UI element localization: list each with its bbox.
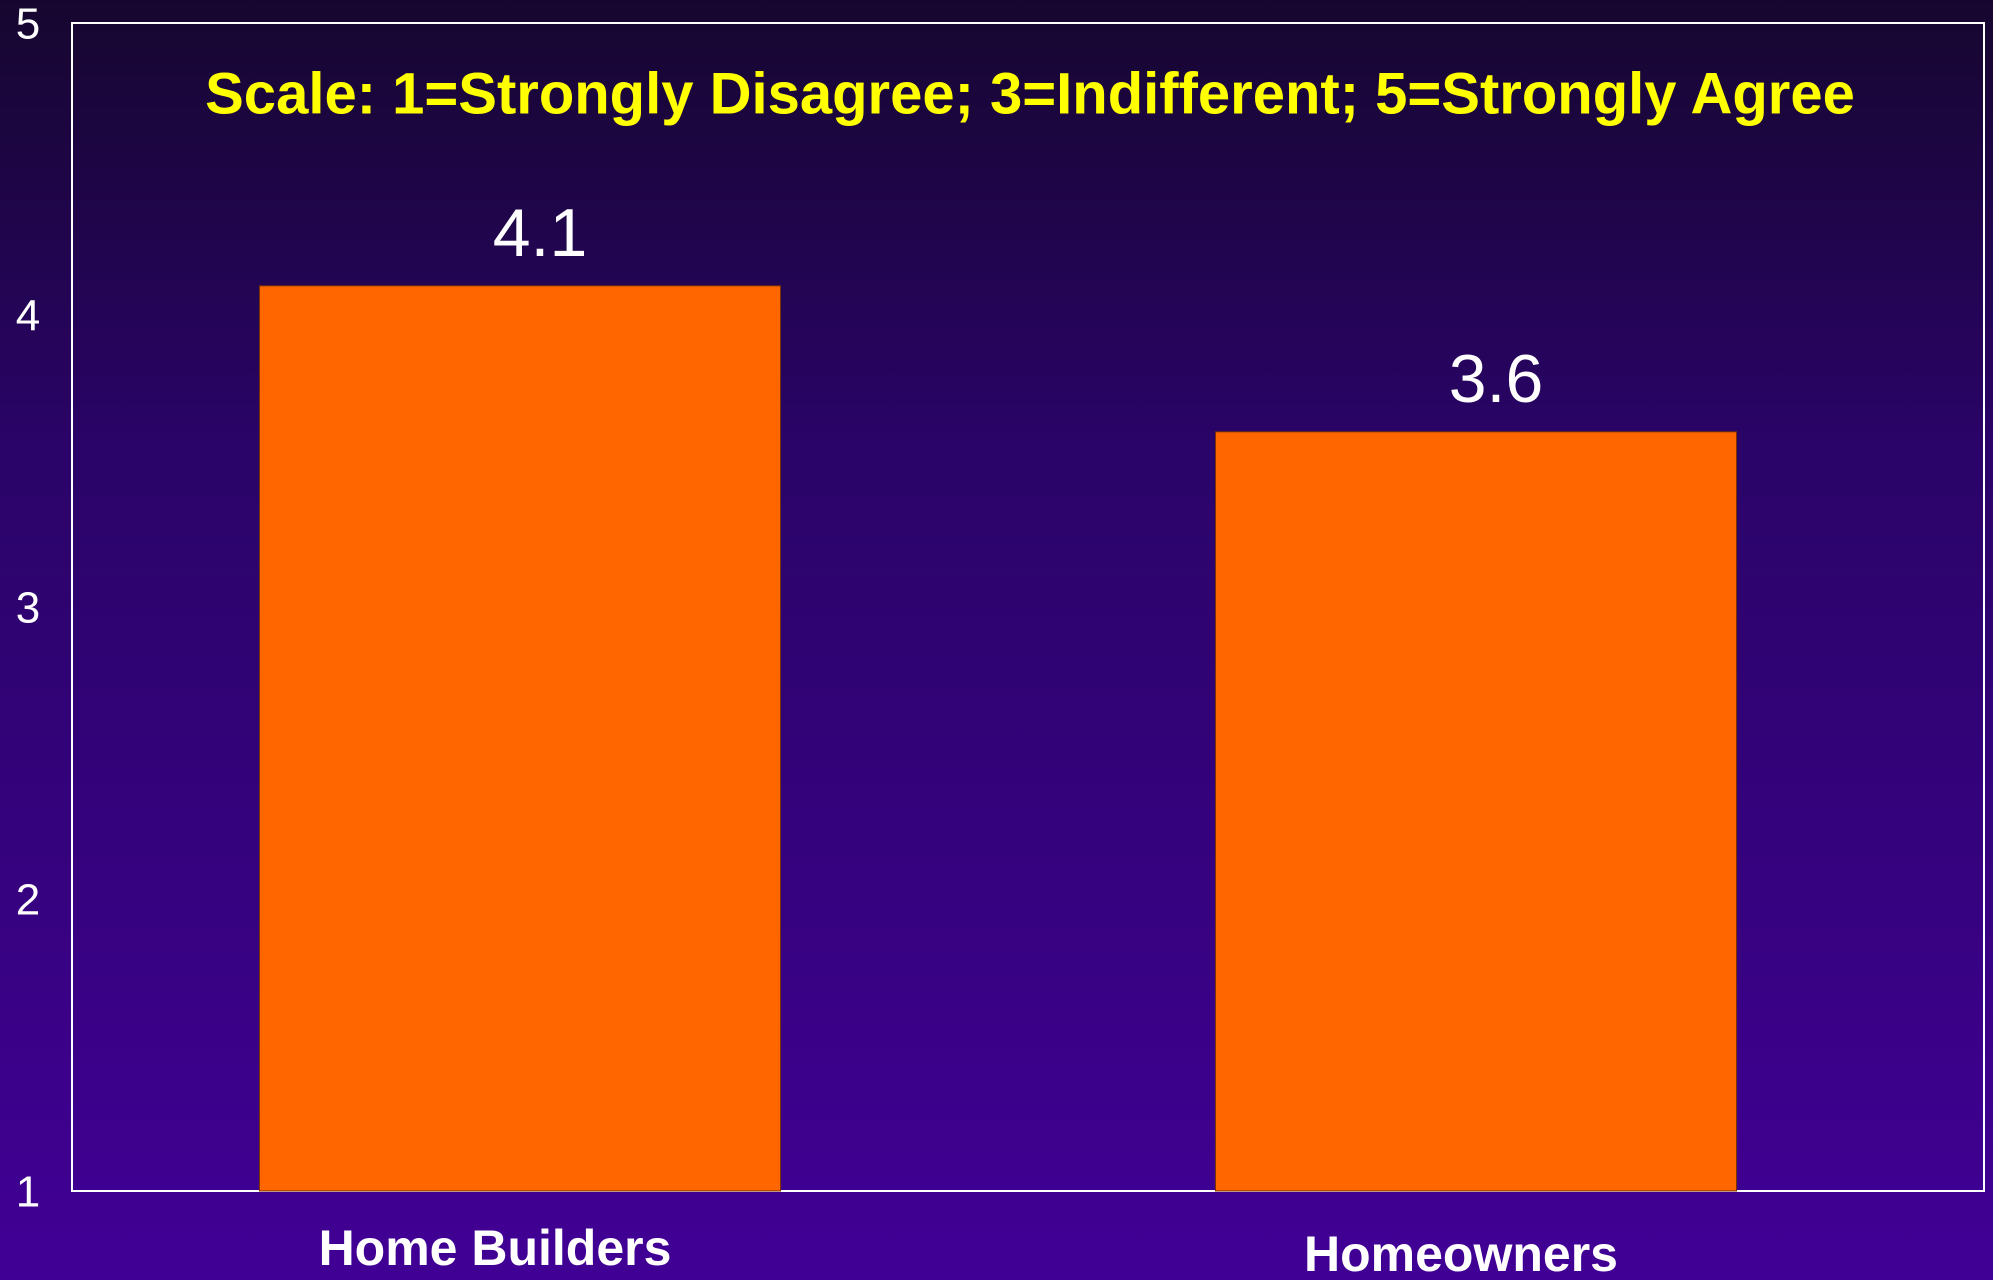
y-tick-label: 2 <box>16 876 40 925</box>
bar <box>1214 431 1738 1192</box>
x-tick-label: Home Builders <box>319 1220 672 1276</box>
x-tick-label: Homeowners <box>1304 1226 1618 1280</box>
y-tick-label: 5 <box>16 0 40 49</box>
plot-frame <box>71 22 1985 1192</box>
bar <box>258 285 782 1192</box>
y-tick-label: 4 <box>16 292 40 341</box>
y-tick-label: 3 <box>16 584 40 633</box>
value-label: 4.1 <box>493 195 588 271</box>
y-tick-label: 1 <box>16 1168 40 1217</box>
value-label: 3.6 <box>1449 341 1544 417</box>
chart-title: Scale: 1=Strongly Disagree; 3=Indifferen… <box>205 61 1855 126</box>
